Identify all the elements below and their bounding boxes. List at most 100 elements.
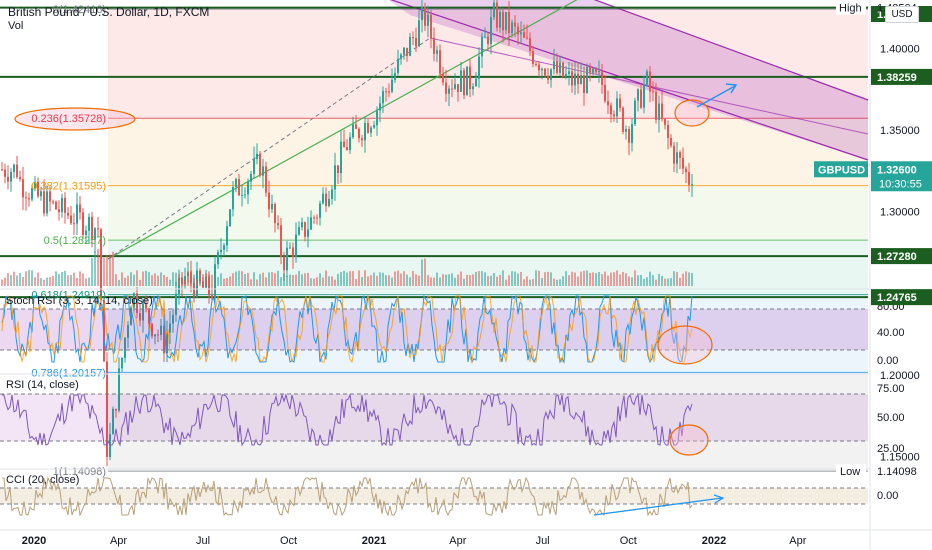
candle-body bbox=[508, 12, 510, 34]
volume-bar bbox=[196, 278, 198, 286]
candle-body bbox=[526, 37, 528, 39]
volume-bar bbox=[172, 272, 174, 286]
volume-bar bbox=[445, 274, 447, 286]
volume-bar bbox=[436, 272, 438, 286]
candle-body bbox=[229, 209, 231, 227]
candle-body bbox=[7, 176, 9, 182]
candle-body bbox=[589, 66, 591, 73]
candle-body bbox=[550, 69, 552, 80]
currency-button[interactable]: USD bbox=[885, 6, 919, 23]
volume-bar bbox=[376, 275, 378, 286]
volume-bar bbox=[613, 272, 615, 286]
fib-zone bbox=[108, 294, 868, 373]
volume-bar bbox=[571, 271, 573, 286]
candle-body bbox=[553, 61, 555, 70]
time-tick-label: Jul bbox=[536, 535, 550, 547]
volume-bar bbox=[496, 276, 498, 286]
candle-body bbox=[157, 334, 159, 336]
candle-body bbox=[514, 22, 516, 27]
volume-bar bbox=[493, 272, 495, 286]
level-tag-bg bbox=[871, 248, 932, 265]
time-tick-label: Apr bbox=[110, 535, 127, 547]
cci-tick-label: 0.00 bbox=[877, 490, 898, 502]
volume-bar bbox=[517, 273, 519, 286]
volume-bar bbox=[538, 270, 540, 286]
volume-bar bbox=[70, 274, 72, 286]
volume-bar bbox=[655, 279, 657, 286]
candle-body bbox=[136, 293, 138, 314]
candle-body bbox=[226, 226, 228, 246]
volume-bar bbox=[88, 277, 90, 286]
volume-bar bbox=[40, 278, 42, 286]
annotation-arrowhead bbox=[725, 83, 738, 94]
candle-body bbox=[667, 124, 669, 139]
candle-body bbox=[382, 91, 384, 104]
volume-bar bbox=[592, 272, 594, 286]
candle-body bbox=[496, 2, 498, 28]
candle-body bbox=[643, 84, 645, 108]
volume-bar bbox=[352, 271, 354, 286]
candle-body bbox=[43, 191, 45, 214]
candle-body bbox=[406, 47, 408, 56]
volume-bar bbox=[103, 257, 105, 286]
volume-bar bbox=[115, 274, 117, 286]
volume-bar bbox=[82, 273, 84, 286]
stoch-tick-label: 40.00 bbox=[877, 327, 905, 339]
volume-bar bbox=[622, 271, 624, 286]
trendline-dashed bbox=[107, 37, 431, 260]
price-tick-label: 1.20000 bbox=[880, 370, 920, 382]
volume-bar bbox=[532, 279, 534, 286]
volume-bar bbox=[658, 273, 660, 286]
volume-bar bbox=[148, 272, 150, 286]
volume-bar bbox=[49, 277, 51, 286]
volume-bar bbox=[589, 272, 591, 286]
level-tag-bg bbox=[871, 68, 932, 85]
candle-body bbox=[109, 434, 111, 458]
candle-body bbox=[268, 192, 270, 210]
candle-body bbox=[502, 11, 504, 31]
candle-body bbox=[427, 14, 429, 26]
candle-body bbox=[466, 66, 468, 96]
low-label: Low bbox=[840, 466, 860, 478]
volume-bar bbox=[364, 270, 366, 286]
candle-body bbox=[604, 84, 606, 102]
volume-bar bbox=[661, 275, 663, 286]
candle-body bbox=[673, 145, 675, 164]
volume-bar bbox=[394, 271, 396, 286]
volume-bar bbox=[466, 274, 468, 286]
candle-body bbox=[313, 217, 315, 219]
candle-body bbox=[556, 61, 558, 73]
volume-bar bbox=[136, 270, 138, 286]
candle-body bbox=[49, 191, 51, 202]
volume-bar bbox=[58, 273, 60, 286]
volume-bar bbox=[106, 255, 108, 286]
candle-body bbox=[34, 181, 36, 189]
volume-bar bbox=[256, 279, 258, 286]
candle-body bbox=[334, 165, 336, 190]
stoch-d-line bbox=[1, 294, 693, 364]
candle-body bbox=[82, 212, 84, 236]
candle-body bbox=[127, 325, 129, 338]
fib-zone bbox=[108, 9, 868, 119]
volume-bar bbox=[373, 272, 375, 286]
candle-body bbox=[646, 71, 648, 85]
volume-bar bbox=[673, 271, 675, 286]
candle-body bbox=[418, 20, 420, 47]
candle-body bbox=[1, 169, 3, 171]
candle-body bbox=[160, 325, 162, 335]
stoch-tick-label: 0.00 bbox=[877, 355, 898, 367]
volume-bar bbox=[349, 271, 351, 286]
candle-body bbox=[658, 103, 660, 120]
volume-bar bbox=[262, 272, 264, 286]
volume-bar bbox=[406, 274, 408, 286]
volume-bar bbox=[610, 272, 612, 286]
rsi-tick-label: 50.00 bbox=[877, 412, 905, 424]
candle-body bbox=[346, 147, 348, 150]
candle-body bbox=[316, 217, 318, 219]
volume-bar bbox=[100, 256, 102, 286]
candle-body bbox=[166, 332, 168, 354]
volume-bar bbox=[16, 275, 18, 286]
candle-body bbox=[298, 227, 300, 235]
candle-body bbox=[148, 308, 150, 324]
